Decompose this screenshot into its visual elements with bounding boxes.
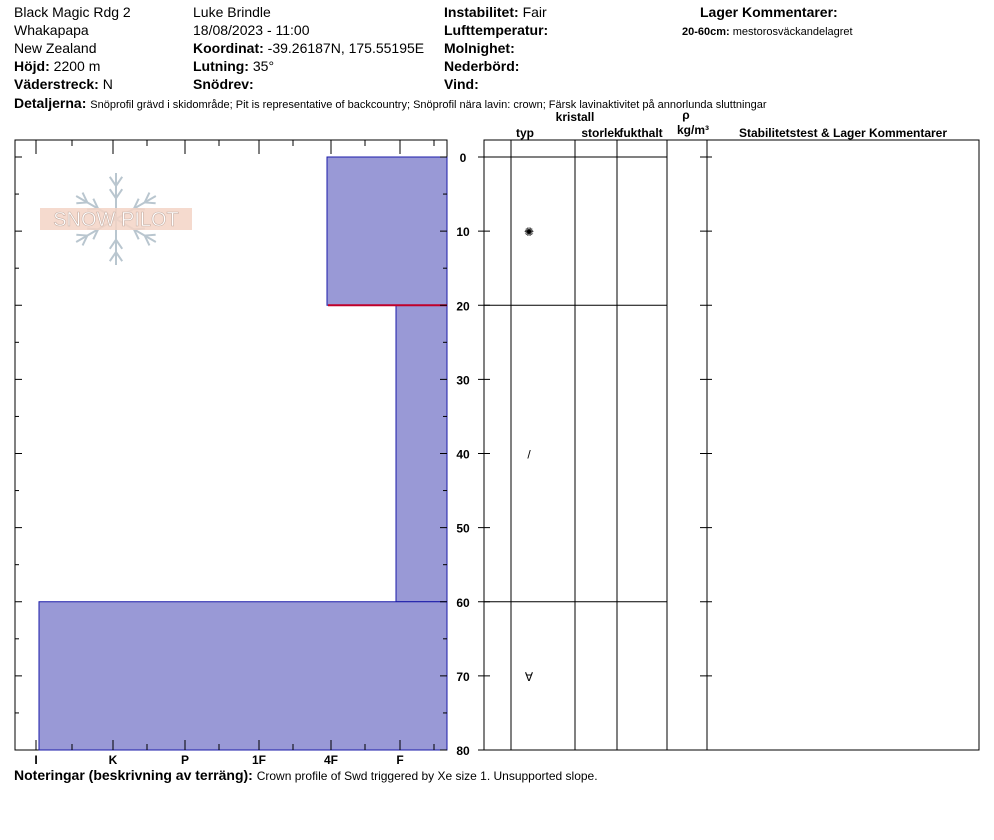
logo-banner: [40, 208, 192, 230]
snowpilot-logo: SNOW PILOT: [40, 173, 192, 265]
hardness-axis: I K P 1F 4F F: [34, 140, 435, 767]
hardness-bar-1: [326, 156, 448, 306]
sky-label: Molnighet:: [444, 40, 515, 56]
layer-comment-range: 20-60cm:: [682, 26, 730, 38]
snowflake-branch-0-1l: [108, 176, 117, 187]
depth-label-50: 50: [456, 522, 470, 536]
col-crystal-header: kristall: [556, 110, 595, 124]
col-type-header: typ: [516, 126, 534, 140]
col-moisture-header: fukthalt: [619, 126, 662, 140]
snowflake-branch-5-1l: [76, 201, 88, 205]
depth-label-80: 80: [456, 744, 470, 758]
coord-value: -39.26187N, 175.55195E: [267, 40, 425, 56]
snowflake-branch-1-1r: [144, 201, 156, 205]
layer-table-rows: ✺ / ∀: [484, 156, 667, 684]
slope-value: 35°: [252, 58, 275, 74]
hardness-tick-label-I: I: [34, 753, 37, 767]
country-name: New Zealand: [14, 40, 97, 56]
coord-label: Koordinat:: [193, 40, 264, 56]
notes: Noteringar (beskrivning av terräng): Cro…: [14, 767, 598, 784]
hardness-tick-label-K: K: [109, 753, 118, 767]
depth-label-70: 70: [456, 670, 470, 684]
depth-label-30: 30: [456, 373, 470, 387]
col-size-header: storlek: [581, 126, 621, 140]
layer-table-frame: [483, 139, 980, 751]
snowflake-branch-2-1r: [143, 235, 151, 246]
layer-comment-text: mestorosväckandelagret: [732, 26, 853, 38]
snowflake-branch-1-0l: [133, 198, 140, 210]
aspect: Väderstreck: N: [14, 76, 113, 92]
depth-label-10: 10: [456, 225, 470, 239]
depth-axis: 0 10 20 30 40 50 60 70 80: [15, 151, 712, 758]
aspect-label: Väderstreck:: [14, 76, 99, 92]
grain-type-symbol-70: ∀: [525, 670, 534, 684]
elevation-value: 2200 m: [53, 58, 101, 74]
slope: Lutning: 35°: [193, 58, 274, 74]
snowflake-branch-3-1l: [115, 251, 124, 262]
snowflake-branch-0-0r: [115, 188, 124, 199]
layer-comment: 20-60cm: mestorosväckandelagret: [682, 24, 853, 40]
col-density-unit-header: kg/m³: [677, 123, 709, 137]
snowflake-branch-3-0r: [108, 239, 117, 250]
details: Detaljerna: Snöprofil grävd i skidområde…: [14, 95, 766, 113]
instability-label: Instabilitet:: [444, 4, 519, 20]
snowflake-branch-5-1r: [81, 192, 89, 203]
hardness-layers: [38, 156, 448, 751]
notes-label: Noteringar (beskrivning av terräng):: [14, 767, 253, 783]
wind-label: Vind:: [444, 76, 479, 92]
elevation: Höjd: 2200 m: [14, 58, 100, 74]
snowflake-branch-4-0l: [92, 228, 99, 240]
depth-label-40: 40: [456, 448, 470, 462]
snowflake-branch-3-1r: [108, 251, 117, 262]
col-rho-header: ρ: [682, 108, 689, 122]
aspect-value: N: [102, 76, 113, 92]
observation-datetime: 18/08/2023 - 11:00: [193, 22, 310, 38]
snowflake-branch-1-1l: [143, 192, 151, 203]
logo-text: SNOW PILOT: [53, 209, 179, 231]
layer-comments-label: Lager Kommentarer:: [700, 4, 838, 20]
details-label: Detaljerna:: [14, 95, 87, 111]
snowflake-branch-2-1l: [144, 233, 156, 237]
instability-value: Fair: [522, 4, 547, 20]
drift-label: Snödrev:: [193, 76, 254, 92]
snowflake-branch-2-0r: [133, 228, 140, 240]
depth-label-60: 60: [456, 596, 470, 610]
depth-label-20: 20: [456, 299, 470, 313]
snowflake-branch-4-1r: [76, 233, 88, 237]
precip-label: Nederbörd:: [444, 58, 520, 74]
hardness-tick-label-F: F: [396, 753, 403, 767]
col-stability-header: Stabilitetstest & Lager Kommentarer: [739, 126, 947, 140]
instability: Instabilitet: Fair: [444, 4, 547, 20]
coordinates: Koordinat: -39.26187N, 175.55195E: [193, 40, 424, 56]
snowflake-branch-5-0r: [92, 198, 99, 210]
elevation-label: Höjd:: [14, 58, 50, 74]
hardness-bar-3: [38, 601, 448, 751]
snowflake-branch-3-0l: [115, 239, 124, 250]
snowflake-branch-4-1l: [81, 235, 89, 246]
details-text: Snöprofil grävd i skidområde; Pit is rep…: [90, 99, 767, 111]
hardness-tick-label-P: P: [181, 753, 189, 767]
slope-label: Lutning:: [193, 58, 249, 74]
snowflake-branch-0-0l: [108, 188, 117, 199]
location-name: Black Magic Rdg 2: [14, 4, 131, 20]
hardness-tick-label-4F: 4F: [324, 753, 338, 767]
snowflake-branch-0-1r: [115, 176, 124, 187]
hardness-tick-label-1F: 1F: [252, 753, 266, 767]
depth-label-0: 0: [460, 151, 467, 165]
grain-type-symbol-40: /: [527, 448, 531, 462]
notes-text: Crown profile of Swd triggered by Xe siz…: [256, 769, 598, 783]
area-name: Whakapapa: [14, 22, 89, 38]
airtemp-label: Lufttemperatur:: [444, 22, 549, 38]
grain-type-symbol-10: ✺: [524, 225, 534, 239]
hardness-bar-2: [395, 304, 448, 603]
observer-name: Luke Brindle: [193, 4, 271, 20]
